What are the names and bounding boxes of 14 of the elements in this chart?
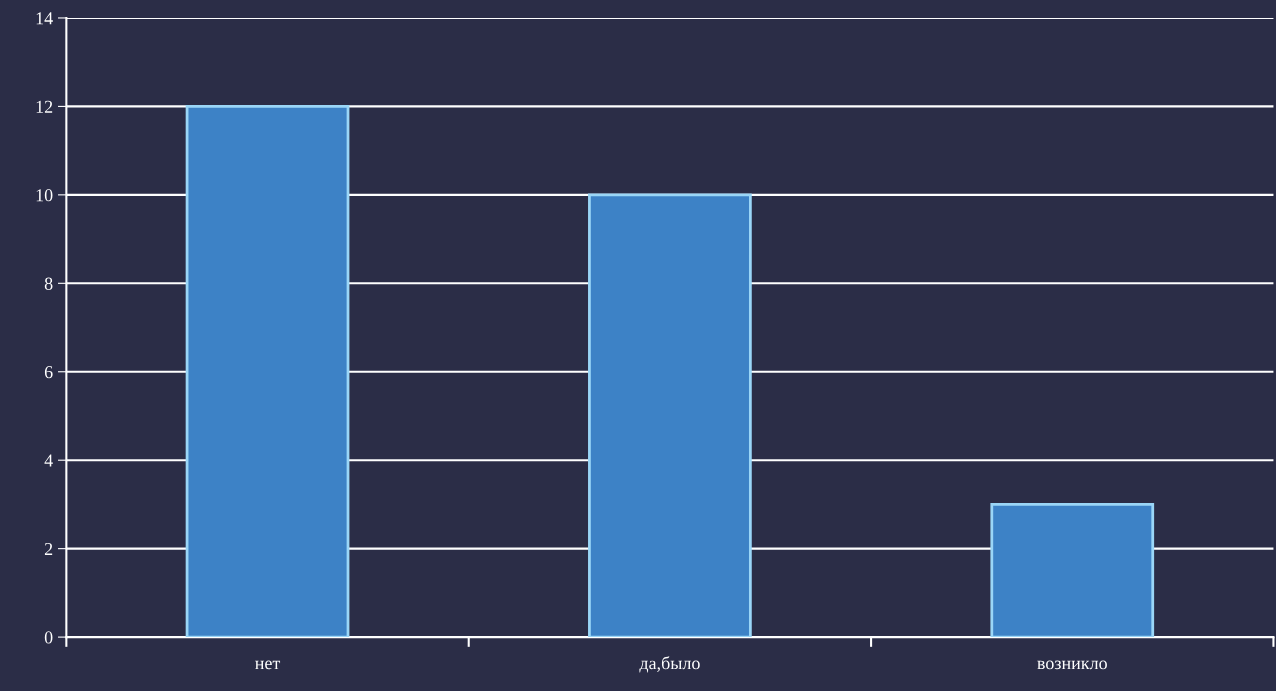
y-tick-label: 10 bbox=[36, 189, 53, 202]
bar bbox=[588, 193, 752, 638]
y-tick-label: 8 bbox=[44, 277, 53, 290]
y-tick-label: 14 bbox=[36, 12, 53, 25]
x-tick-label: возникло bbox=[1037, 660, 1107, 670]
bar bbox=[990, 503, 1155, 638]
y-tick-label: 4 bbox=[44, 454, 53, 467]
y-tick-label: 2 bbox=[44, 542, 53, 555]
x-tick-label: нет bbox=[255, 660, 281, 670]
bar bbox=[185, 105, 350, 638]
y-tick-label: 0 bbox=[44, 631, 53, 644]
x-tick-label: да,было bbox=[639, 656, 700, 673]
y-tick-label: 6 bbox=[44, 366, 53, 379]
y-tick-label: 12 bbox=[36, 100, 53, 113]
